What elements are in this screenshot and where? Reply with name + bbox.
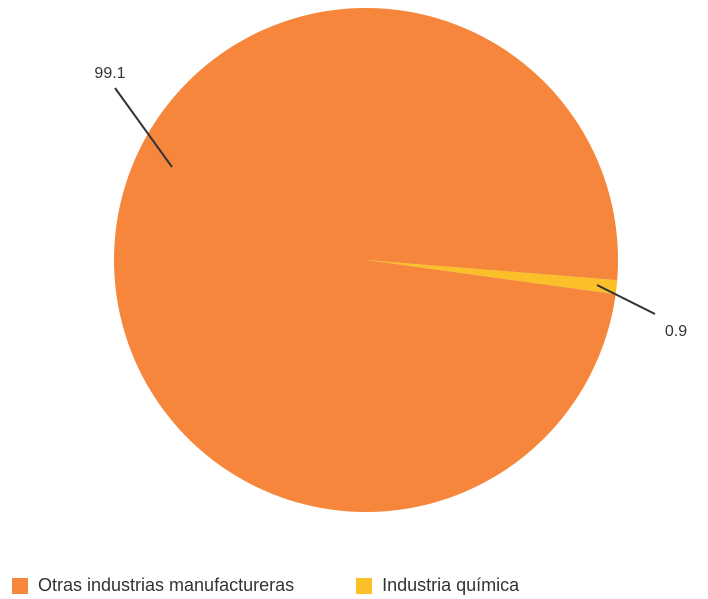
data-label-industria-quimica: 0.9 — [665, 323, 687, 340]
slice-industria-quimica — [366, 260, 618, 295]
legend-swatch-industria-quimica — [356, 577, 373, 594]
legend-swatch-otras-industrias — [12, 577, 28, 594]
legend-label-industria-quimica: Industria química — [382, 575, 520, 595]
slice-otras-industrias — [114, 7, 619, 512]
data-label-otras-industrias: 99.1 — [94, 65, 125, 82]
legend-item-industria-quimica: Industria química — [356, 575, 519, 596]
leader-line-otras-industrias — [114, 87, 173, 168]
legend: Otras industrias manufactureras Industri… — [12, 575, 581, 596]
legend-item-otras-industrias: Otras industrias manufactureras — [12, 575, 294, 596]
leader-line-industria-quimica — [596, 284, 656, 315]
pie-slices — [114, 7, 619, 512]
legend-label-otras-industrias: Otras industrias manufactureras — [38, 575, 295, 595]
leader-lines — [114, 87, 656, 315]
data-labels: 99.1 0.9 — [94, 65, 687, 340]
